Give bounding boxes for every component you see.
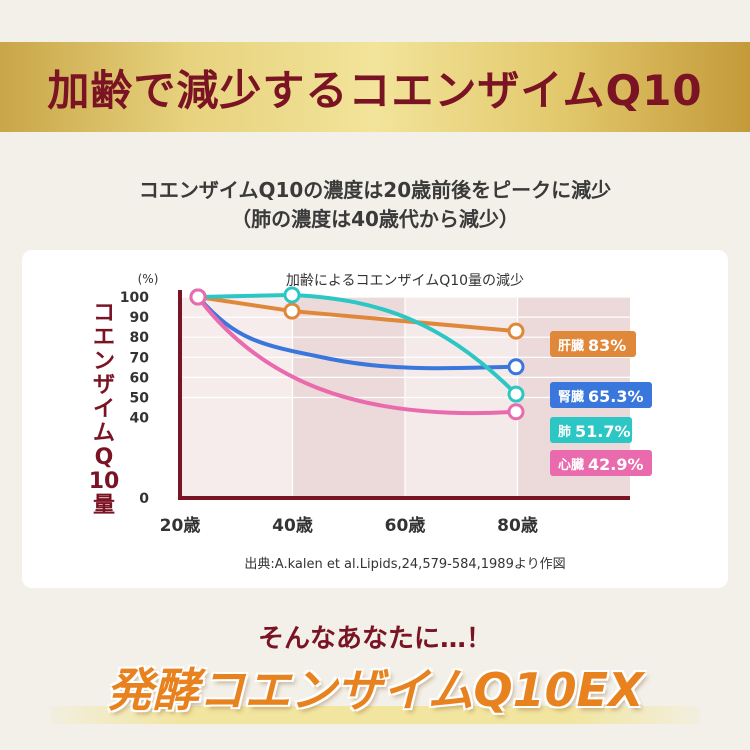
y-axis-label: コエンザイム Q 10 量 (89, 301, 120, 518)
data-point (283, 286, 301, 304)
chart-title: 加齢によるコエンザイムQ10量の減少 (286, 272, 524, 289)
y-tick-label: 50 (130, 391, 150, 407)
data-point (507, 403, 525, 421)
series-name-label: 心臓 (558, 457, 584, 473)
series-line-3 (196, 295, 518, 416)
chart-card: 100 90 80 70 60 50 40 0 (%) コエンザイム Q 10 量 20歳 40歳 60歳 80… (22, 250, 728, 588)
series-label-box (550, 331, 636, 357)
product-name: 発酵コエンザイムQ10EX (106, 663, 644, 717)
banner-title: 加齢で減少するコエンザイムQ10 (47, 65, 703, 115)
series-value-label: 65.3% (588, 387, 644, 406)
y-tick-label: 90 (130, 310, 150, 326)
series-value-label: 51.7% (575, 422, 631, 441)
y-tick-label: 60 (130, 370, 150, 386)
data-point (507, 385, 525, 403)
series-name-label: 腎臓 (558, 389, 584, 405)
subtitle-line-2: （肺の濃度は40歳代から減少） (231, 207, 519, 231)
subtitle-line-1: コエンザイムQ10の濃度は20歳前後をピークに減少 (138, 178, 612, 202)
x-tick-label: 20歳 (160, 515, 201, 536)
series-line-1 (196, 295, 518, 371)
data-point (507, 322, 525, 340)
x-tick-label: 60歳 (385, 515, 426, 536)
y-tick-label: 80 (130, 330, 150, 346)
series-line-2 (196, 292, 518, 397)
y-unit-label: (%) (138, 272, 159, 286)
series-name-label: 肝臓 (558, 338, 584, 354)
series-label-box (550, 417, 632, 443)
data-point (507, 358, 525, 376)
data-point (189, 288, 207, 306)
tagline: そんなあなたに…！ (257, 624, 492, 654)
series-value-label: 83% (588, 336, 626, 355)
series-value-label: 42.9% (588, 455, 644, 474)
y-tick-label: 0 (139, 491, 149, 507)
series-label-box (550, 450, 652, 476)
chart-source: 出典:A.kalen et al.Lipids,24,579-584,1989よ… (244, 557, 565, 572)
y-tick-label: 100 (120, 290, 149, 306)
x-tick-label: 80歳 (497, 515, 538, 536)
product-underline (50, 706, 700, 724)
y-tick-label: 40 (130, 411, 150, 427)
y-tick-label: 70 (130, 350, 150, 366)
title-banner: 加齢で減少するコエンザイムQ10 (0, 42, 750, 132)
series-name-label: 肺 (558, 424, 571, 440)
x-tick-label: 40歳 (272, 515, 313, 536)
series-label-box (550, 382, 652, 408)
product-name-block: 発酵コエンザイムQ10EX (50, 652, 700, 728)
line-chart: 100 90 80 70 60 50 40 0 (%) コエンザイム Q 10 量 20歳 40歳 60歳 80… (89, 272, 652, 572)
data-point (283, 302, 301, 320)
